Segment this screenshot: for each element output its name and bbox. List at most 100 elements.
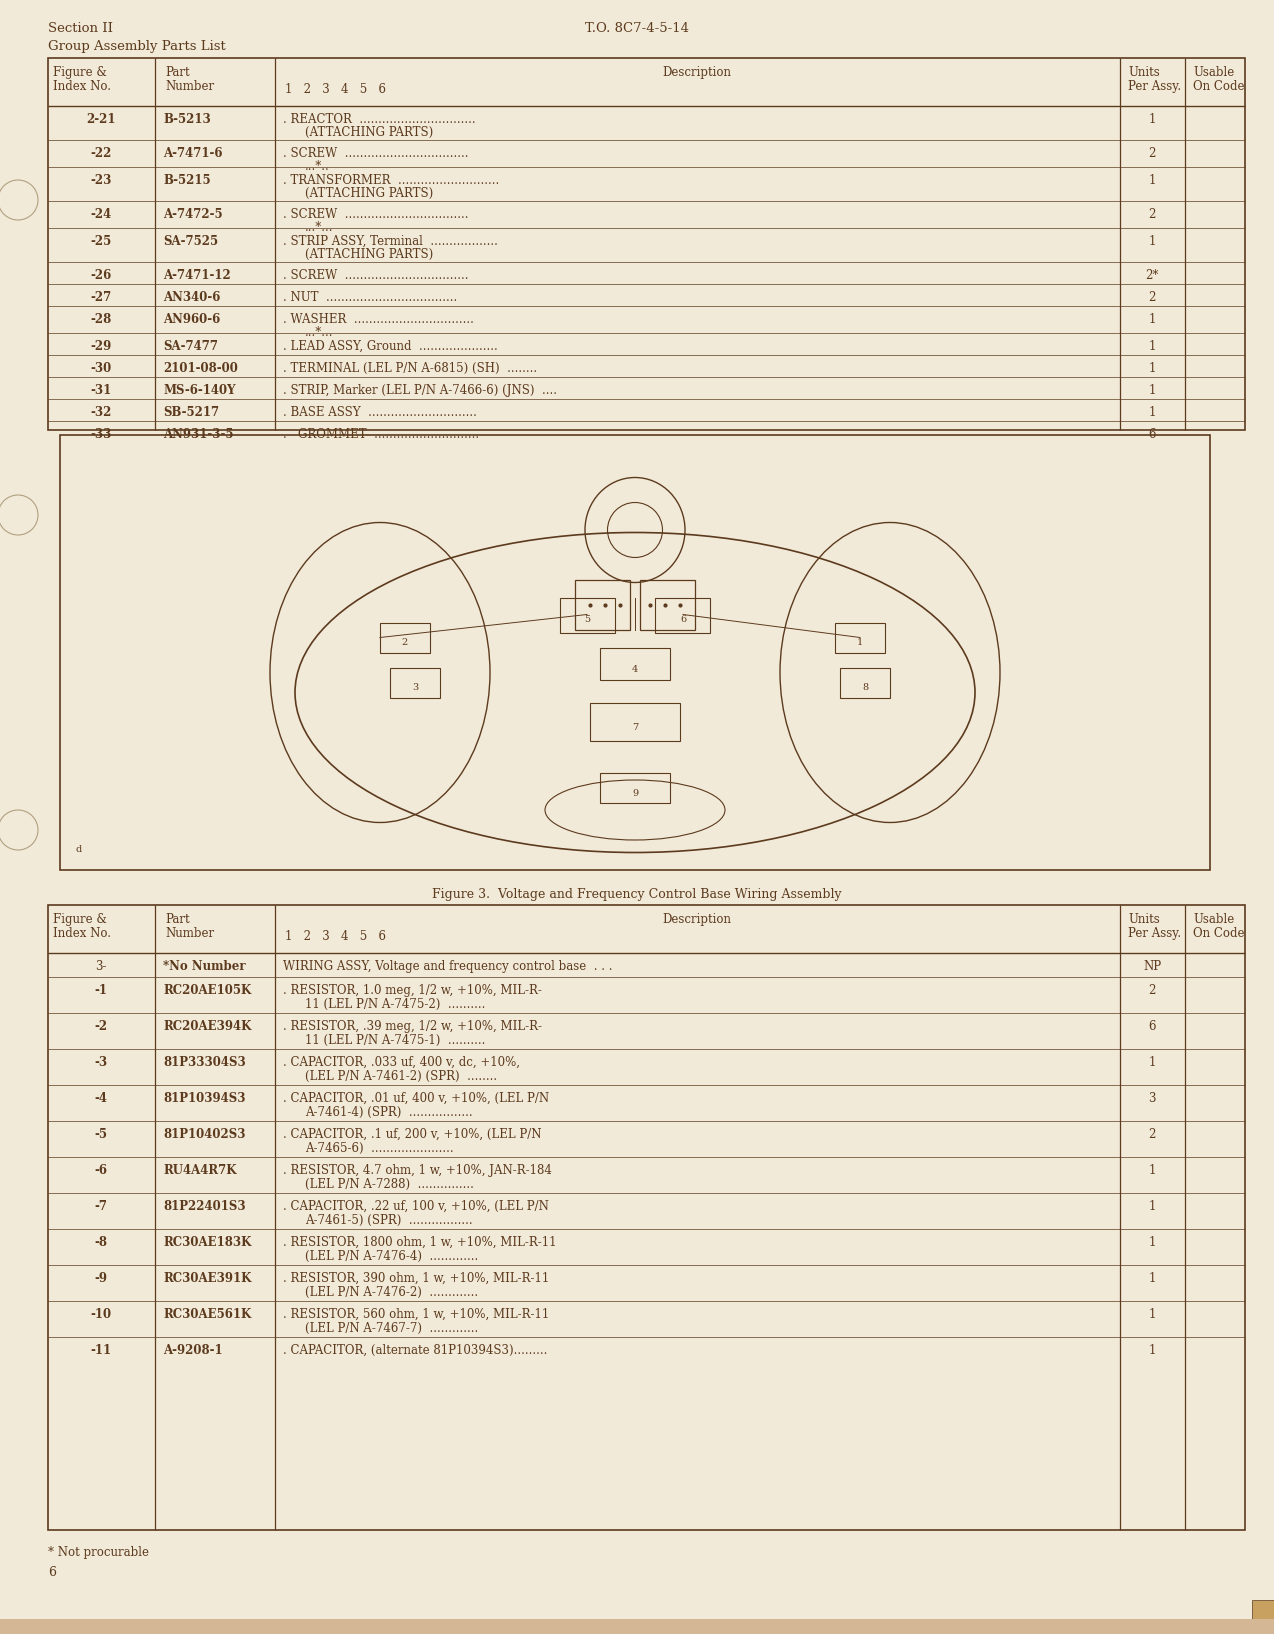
Text: -30: -30 — [90, 363, 112, 374]
Text: Per Assy.: Per Assy. — [1127, 80, 1181, 93]
Text: Per Assy.: Per Assy. — [1127, 926, 1181, 940]
Bar — [380, 623, 431, 652]
Text: 1: 1 — [1148, 173, 1156, 186]
Text: . REACTOR  ...............................: . REACTOR ..............................… — [283, 113, 475, 126]
Text: . SCREW  .................................: . SCREW ................................… — [283, 270, 469, 283]
Text: 81P10394S3: 81P10394S3 — [163, 1092, 246, 1105]
Text: 1: 1 — [1148, 1345, 1156, 1356]
Text: Number: Number — [166, 926, 214, 940]
Text: . CAPACITOR, .01 uf, 400 v, +10%, (LEL P/N: . CAPACITOR, .01 uf, 400 v, +10%, (LEL P… — [283, 1092, 549, 1105]
Text: 2: 2 — [1148, 147, 1156, 160]
Text: .   GROMMET  ............................: . GROMMET ............................ — [283, 428, 479, 441]
Text: 7: 7 — [632, 722, 638, 732]
Text: 1   2   3   4   5   6: 1 2 3 4 5 6 — [285, 930, 386, 943]
Bar — [48, 905, 1245, 1529]
Text: Usable: Usable — [1192, 65, 1235, 78]
Text: 6: 6 — [1148, 428, 1156, 441]
Bar — [561, 598, 615, 632]
Text: . SCREW  .................................: . SCREW ................................… — [283, 208, 469, 221]
Text: -8: -8 — [94, 1235, 107, 1248]
Text: . RESISTOR, 1.0 meg, 1/2 w, +10%, MIL-R-: . RESISTOR, 1.0 meg, 1/2 w, +10%, MIL-R- — [283, 984, 541, 997]
Text: * Not procurable: * Not procurable — [48, 1546, 149, 1559]
Text: On Code: On Code — [1192, 80, 1245, 93]
Text: 11 (LEL P/N A-7475-1)  ..........: 11 (LEL P/N A-7475-1) .......... — [304, 1034, 485, 1047]
Text: SA-7525: SA-7525 — [163, 235, 218, 248]
Text: . RESISTOR, 390 ohm, 1 w, +10%, MIL-R-11: . RESISTOR, 390 ohm, 1 w, +10%, MIL-R-11 — [283, 1271, 549, 1284]
Text: 81P22401S3: 81P22401S3 — [163, 1199, 246, 1212]
Text: . STRIP, Marker (LEL P/N A-7466-6) (JNS)  ....: . STRIP, Marker (LEL P/N A-7466-6) (JNS)… — [283, 384, 557, 397]
Text: *No Number: *No Number — [163, 961, 246, 972]
Text: RC30AE561K: RC30AE561K — [163, 1307, 251, 1320]
Text: . CAPACITOR, .033 uf, 400 v, dc, +10%,: . CAPACITOR, .033 uf, 400 v, dc, +10%, — [283, 1056, 520, 1069]
Text: RC20AE105K: RC20AE105K — [163, 984, 251, 997]
Bar — [390, 668, 440, 698]
Text: -29: -29 — [90, 340, 112, 353]
Text: Figure 3.  Voltage and Frequency Control Base Wiring Assembly: Figure 3. Voltage and Frequency Control … — [432, 887, 842, 900]
Text: WIRING ASSY, Voltage and frequency control base  . . .: WIRING ASSY, Voltage and frequency contr… — [283, 961, 613, 972]
Text: Description: Description — [662, 913, 731, 926]
Text: 11 (LEL P/N A-7475-2)  ..........: 11 (LEL P/N A-7475-2) .......... — [304, 998, 485, 1011]
Text: -9: -9 — [94, 1271, 107, 1284]
Bar — [834, 623, 885, 652]
Text: -33: -33 — [90, 428, 112, 441]
Circle shape — [0, 180, 38, 221]
Text: . RESISTOR, 560 ohm, 1 w, +10%, MIL-R-11: . RESISTOR, 560 ohm, 1 w, +10%, MIL-R-11 — [283, 1307, 549, 1320]
Text: 2: 2 — [1148, 291, 1156, 304]
Text: 1: 1 — [1148, 340, 1156, 353]
Bar — [575, 580, 631, 631]
Text: 3-: 3- — [96, 961, 107, 972]
Text: 1: 1 — [1148, 1163, 1156, 1176]
Text: -23: -23 — [90, 173, 112, 186]
Text: Units: Units — [1127, 913, 1159, 926]
Text: . TERMINAL (LEL P/N A-6815) (SH)  ........: . TERMINAL (LEL P/N A-6815) (SH) .......… — [283, 363, 538, 374]
Text: -26: -26 — [90, 270, 112, 283]
Text: -7: -7 — [94, 1199, 107, 1212]
Text: B-5215: B-5215 — [163, 173, 210, 186]
Text: . TRANSFORMER  ...........................: . TRANSFORMER ..........................… — [283, 173, 499, 186]
Text: . RESISTOR, .39 meg, 1/2 w, +10%, MIL-R-: . RESISTOR, .39 meg, 1/2 w, +10%, MIL-R- — [283, 1020, 541, 1033]
Text: Number: Number — [166, 80, 214, 93]
Text: -32: -32 — [90, 405, 112, 418]
Text: -6: -6 — [94, 1163, 107, 1176]
Text: 1: 1 — [1148, 363, 1156, 374]
Text: . STRIP ASSY, Terminal  ..................: . STRIP ASSY, Terminal .................… — [283, 235, 498, 248]
Text: (LEL P/N A-7467-7)  .............: (LEL P/N A-7467-7) ............. — [304, 1322, 478, 1335]
Text: Index No.: Index No. — [54, 926, 111, 940]
Text: Usable: Usable — [1192, 913, 1235, 926]
Text: -11: -11 — [90, 1345, 112, 1356]
Bar — [600, 647, 670, 680]
Text: -25: -25 — [90, 235, 112, 248]
Text: . WASHER  ................................: . WASHER ...............................… — [283, 314, 474, 327]
Text: NP: NP — [1143, 961, 1161, 972]
Text: ...*...: ...*... — [304, 327, 334, 338]
Text: 1: 1 — [1148, 405, 1156, 418]
Bar — [655, 598, 710, 632]
Text: 2: 2 — [1148, 1127, 1156, 1141]
Text: 1   2   3   4   5   6: 1 2 3 4 5 6 — [285, 83, 386, 96]
Text: 6: 6 — [680, 614, 687, 624]
Text: (LEL P/N A-7461-2) (SPR)  ........: (LEL P/N A-7461-2) (SPR) ........ — [304, 1070, 497, 1083]
Text: Units: Units — [1127, 65, 1159, 78]
Text: (LEL P/N A-7476-4)  .............: (LEL P/N A-7476-4) ............. — [304, 1250, 478, 1263]
Text: -3: -3 — [94, 1056, 107, 1069]
Text: (ATTACHING PARTS): (ATTACHING PARTS) — [304, 126, 433, 139]
Text: 9: 9 — [632, 789, 638, 797]
Text: -24: -24 — [90, 208, 112, 221]
Text: -28: -28 — [90, 314, 112, 327]
Text: . RESISTOR, 4.7 ohm, 1 w, +10%, JAN-R-184: . RESISTOR, 4.7 ohm, 1 w, +10%, JAN-R-18… — [283, 1163, 552, 1176]
Text: (ATTACHING PARTS): (ATTACHING PARTS) — [304, 248, 433, 261]
Text: 1: 1 — [1148, 1199, 1156, 1212]
Text: 8: 8 — [862, 683, 868, 691]
Text: 1: 1 — [1148, 384, 1156, 397]
Text: Index No.: Index No. — [54, 80, 111, 93]
Text: 2: 2 — [1148, 208, 1156, 221]
Text: . LEAD ASSY, Ground  .....................: . LEAD ASSY, Ground ....................… — [283, 340, 498, 353]
Text: (LEL P/N A-7288)  ...............: (LEL P/N A-7288) ............... — [304, 1178, 474, 1191]
Bar — [600, 773, 670, 802]
Bar — [640, 580, 696, 631]
Text: RC30AE183K: RC30AE183K — [163, 1235, 251, 1248]
Text: A-9208-1: A-9208-1 — [163, 1345, 223, 1356]
Text: Figure &: Figure & — [54, 65, 107, 78]
Text: On Code: On Code — [1192, 926, 1245, 940]
Circle shape — [0, 810, 38, 850]
